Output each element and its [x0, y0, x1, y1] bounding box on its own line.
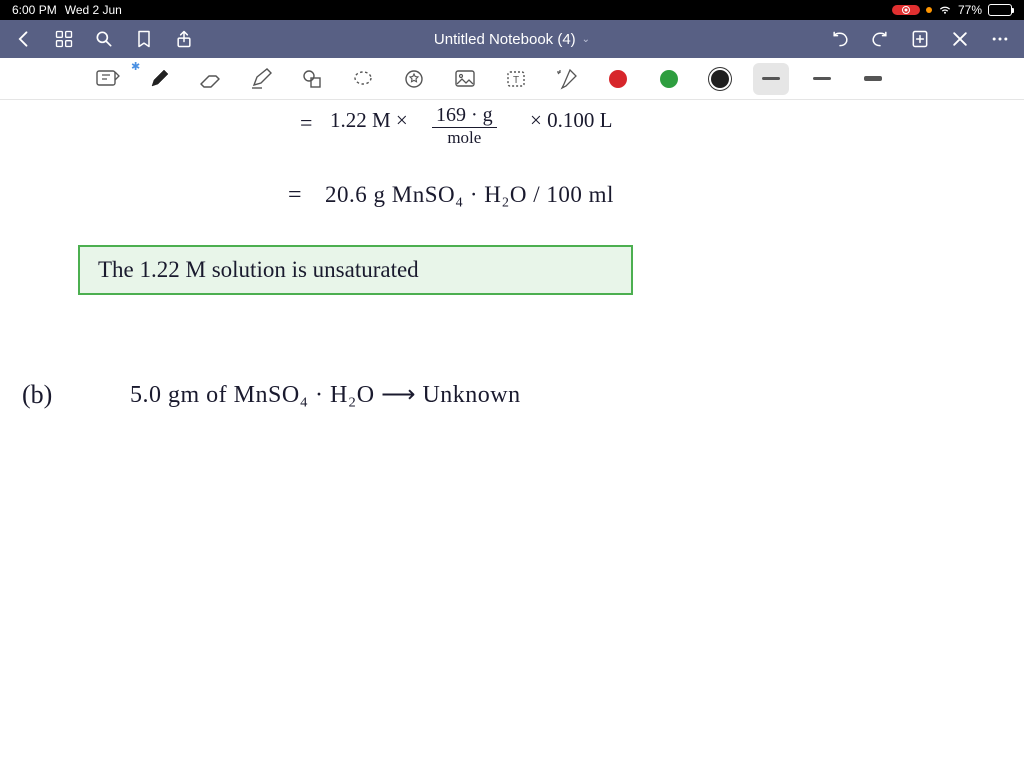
color-green[interactable]: [651, 63, 687, 95]
notebook-title[interactable]: Untitled Notebook (4): [434, 31, 576, 48]
status-date: Wed 2 Jun: [65, 3, 122, 17]
redo-button[interactable]: [870, 29, 890, 49]
eq2-value: 20.6 g MnSO₄ · H₂O / 100 ml: [325, 182, 614, 208]
laser-tool[interactable]: [549, 63, 585, 95]
more-icon[interactable]: [990, 29, 1010, 49]
status-time: 6:00 PM: [12, 3, 57, 17]
battery-percent: 77%: [958, 3, 982, 17]
mic-indicator-dot: [926, 7, 932, 13]
sticker-tool[interactable]: [396, 63, 432, 95]
stroke-medium[interactable]: [804, 63, 840, 95]
text-box-tool[interactable]: T: [498, 63, 534, 95]
note-canvas[interactable]: = 1.22 M × 169 · g mole × 0.100 L = 20.6…: [0, 100, 1024, 768]
bookmark-icon[interactable]: [134, 29, 154, 49]
app-top-nav: Untitled Notebook (4) ⌄: [0, 20, 1024, 58]
share-icon[interactable]: [174, 29, 194, 49]
undo-button[interactable]: [830, 29, 850, 49]
eq1-equals: =: [300, 110, 312, 136]
answer-box: The 1.22 M solution is unsaturated: [78, 245, 633, 295]
answer-text: The 1.22 M solution is unsaturated: [98, 257, 419, 282]
image-tool[interactable]: [447, 63, 483, 95]
eq1-right: × 0.100 L: [530, 108, 612, 133]
stroke-thin[interactable]: [753, 63, 789, 95]
wifi-icon: [938, 5, 952, 15]
search-icon[interactable]: [94, 29, 114, 49]
eq1-left: 1.22 M ×: [330, 108, 408, 133]
grid-icon[interactable]: [54, 29, 74, 49]
eq1-frac-den: mole: [432, 128, 497, 148]
eq1-fraction: 169 · g mole: [432, 104, 497, 148]
stroke-thick[interactable]: [855, 63, 891, 95]
chevron-down-icon[interactable]: ⌄: [582, 34, 590, 45]
highlighter-tool[interactable]: [243, 63, 279, 95]
eq1-frac-num: 169 · g: [432, 104, 497, 128]
back-button[interactable]: [14, 29, 34, 49]
eraser-tool[interactable]: [192, 63, 228, 95]
shape-tool[interactable]: [294, 63, 330, 95]
battery-icon: [988, 4, 1012, 16]
add-page-button[interactable]: [910, 29, 930, 49]
status-bar: 6:00 PM Wed 2 Jun 77%: [0, 0, 1024, 20]
color-red[interactable]: [600, 63, 636, 95]
close-button[interactable]: [950, 29, 970, 49]
pen-tool[interactable]: [141, 63, 177, 95]
recording-badge[interactable]: [892, 5, 920, 15]
part-b-label: (b): [22, 380, 52, 410]
svg-text:T: T: [513, 75, 519, 86]
part-b-text: 5.0 gm of MnSO₄ · H₂O ⟶ Unknown: [130, 380, 521, 409]
eq2-equals: =: [288, 182, 302, 209]
bluetooth-icon: ✱: [131, 60, 140, 73]
text-convert-tool[interactable]: [90, 63, 126, 95]
drawing-toolbar: T: [0, 58, 1024, 100]
color-black[interactable]: [702, 63, 738, 95]
lasso-tool[interactable]: [345, 63, 381, 95]
